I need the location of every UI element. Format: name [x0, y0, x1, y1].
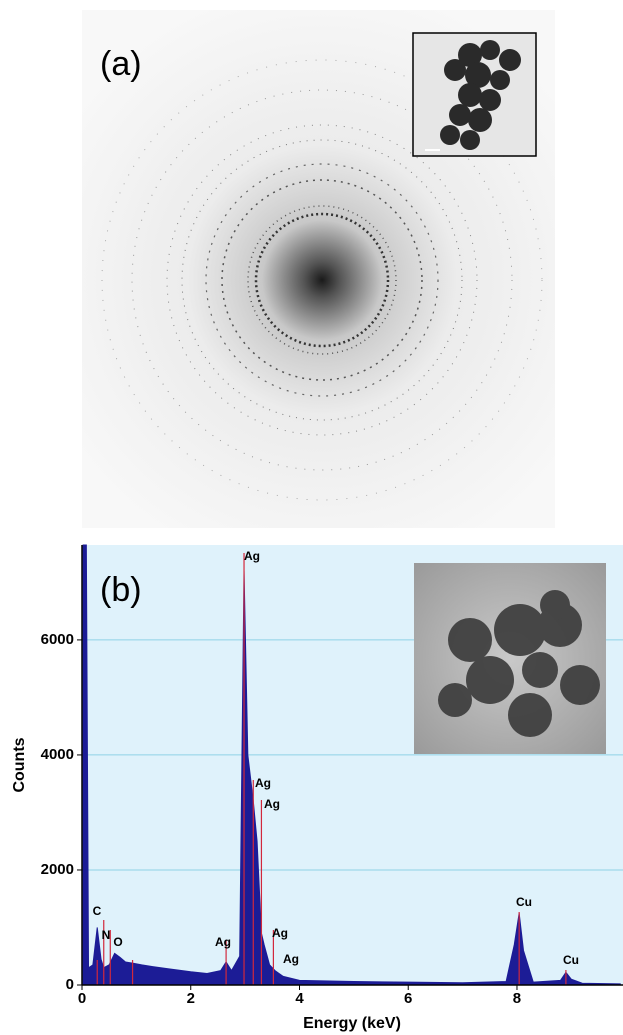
x-tick-label: 6 — [404, 990, 412, 1007]
peak-label: Ag — [244, 549, 260, 563]
spectrum-area — [82, 544, 621, 986]
inset-image — [414, 563, 606, 754]
peak-label: Cu — [563, 953, 579, 967]
diffraction-image — [82, 10, 555, 528]
peak-label: Ag — [283, 952, 299, 966]
x-tick-label: 0 — [78, 990, 86, 1007]
panel-label: (b) — [100, 571, 142, 609]
y-tick-label: 4000 — [41, 746, 74, 763]
peak-label: N — [102, 928, 111, 942]
y-axis-label: Counts — [11, 737, 28, 792]
peak-label: Ag — [215, 935, 231, 949]
y-tick-label: 6000 — [41, 631, 74, 648]
x-tick-label: 2 — [187, 990, 195, 1007]
x-tick-label: 4 — [295, 990, 304, 1007]
y-tick-label: 2000 — [41, 861, 74, 878]
peak-label: Cu — [516, 895, 532, 909]
peak-label: Ag — [264, 797, 280, 811]
peak-label: C — [93, 904, 102, 918]
panel-label: (a) — [100, 45, 142, 83]
x-axis-label: Energy (keV) — [303, 1015, 401, 1032]
peak-label: Ag — [255, 776, 271, 790]
x-tick-label: 8 — [513, 990, 521, 1007]
peak-label: Ag — [272, 926, 288, 940]
peak-label: O — [113, 935, 122, 949]
y-tick-label: 0 — [66, 976, 74, 993]
